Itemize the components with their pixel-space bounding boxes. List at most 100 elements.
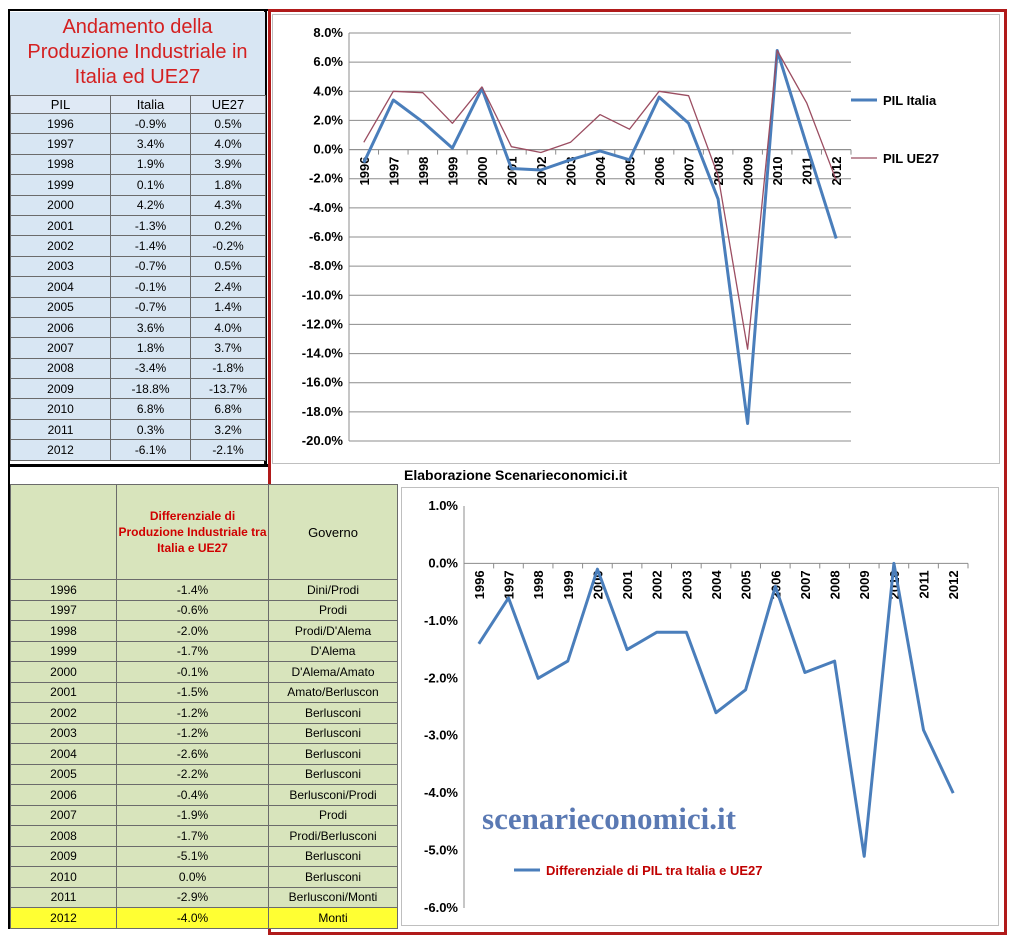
x-tick-label: 2003 [679, 570, 694, 599]
ue27-cell: -0.2% [190, 235, 266, 257]
y-tick-label: -16.0% [302, 375, 344, 390]
x-tick-label: 2005 [623, 157, 638, 186]
watermark-text: scenarieconomici.it [482, 801, 737, 836]
x-tick-label: 2004 [709, 570, 724, 600]
y-tick-label: -4.0% [424, 785, 458, 800]
x-tick-label: 2001 [504, 157, 519, 186]
y-tick-label: -10.0% [302, 287, 344, 302]
y-tick-label: 8.0% [313, 25, 343, 40]
year-cell: 2002 [10, 235, 111, 257]
italia-cell: -0.1% [110, 276, 191, 298]
italia-cell: -1.4% [110, 235, 191, 257]
chart-pil-panel: 8.0% 6.0% 4.0% 2.0% 0.0% -2.0% -4.0% -6.0% -8.0%… [272, 14, 1000, 464]
italia-cell: -0.7% [110, 255, 191, 278]
italia-cell: -3.4% [110, 357, 191, 380]
x-tick-label: 2012 [946, 570, 961, 599]
col-header-empty [10, 484, 117, 580]
ue27-cell: 2.4% [190, 276, 266, 298]
governo-cell: Prodi [268, 599, 398, 621]
separator-left [8, 9, 10, 929]
y-tick-label: 0.0% [428, 555, 458, 570]
y-tick-label: 6.0% [313, 54, 343, 69]
governo-cell: Berlusconi [268, 845, 398, 867]
ue27-cell: 6.8% [190, 398, 266, 420]
table-row: 2000 -0.1% D'Alema/Amato [10, 661, 398, 683]
table-row: 2003 -0.7% 0.5% [10, 255, 266, 278]
ue27-cell: 3.7% [190, 337, 266, 359]
diff-cell: -1.9% [116, 804, 269, 826]
governo-cell: D'Alema/Amato [268, 661, 398, 683]
italia-cell: 0.3% [110, 418, 191, 441]
ue27-cell: 1.8% [190, 174, 266, 196]
y-tick-label: -14.0% [302, 346, 344, 361]
table-row: 2001 -1.5% Amato/Berluscon [10, 681, 398, 703]
diff-cell: -1.7% [116, 640, 269, 662]
italia-cell: -18.8% [110, 378, 191, 400]
year-cell: 2001 [10, 681, 117, 703]
table-differenziale: Differenziale di Produzione Industriale … [10, 484, 398, 929]
diff-cell: -0.6% [116, 599, 269, 621]
table-row: 2000 4.2% 4.3% [10, 194, 266, 216]
table-row: 2008 -3.4% -1.8% [10, 357, 266, 380]
table-row: 2005 -2.2% Berlusconi [10, 763, 398, 785]
table-row: 2002 -1.2% Berlusconi [10, 702, 398, 724]
governo-cell: Berlusconi [268, 866, 398, 888]
diff-cell: -2.9% [116, 886, 269, 908]
table-row: 2008 -1.7% Prodi/Berlusconi [10, 825, 398, 847]
diff-cell: -1.2% [116, 722, 269, 744]
governo-cell: Berlusconi/Monti [268, 886, 398, 908]
year-cell: 2010 [10, 866, 117, 888]
y-tick-label: -4.0% [309, 200, 343, 215]
x-tick-label: 2001 [620, 570, 635, 599]
x-tick-label: 1997 [501, 570, 516, 599]
x-tick-label: 1996 [472, 570, 487, 599]
table-row: 2012 -4.0% Monti [10, 907, 398, 929]
governo-cell: Berlusconi/Prodi [268, 784, 398, 806]
ue27-cell: 0.2% [190, 214, 266, 237]
year-cell: 2012 [10, 907, 117, 929]
diff-cell: -1.2% [116, 702, 269, 724]
x-tick-label: 2006 [652, 157, 667, 186]
table-row: 2005 -0.7% 1.4% [10, 296, 266, 318]
y-tick-label: 2.0% [313, 112, 343, 127]
year-cell: 2008 [10, 825, 117, 847]
x-tick-label: 2010 [770, 157, 785, 186]
x-tick-label: 1997 [386, 157, 401, 186]
col-header-italia: Italia [110, 95, 191, 114]
ue27-cell: 4.3% [190, 194, 266, 216]
year-cell: 2005 [10, 296, 111, 318]
x-tick-label: 2003 [563, 157, 578, 186]
table1-title: Andamento della Produzione Industriale i… [10, 12, 265, 97]
ue27-cell: 4.0% [190, 133, 266, 155]
separator-top [8, 9, 268, 11]
table-row: 2003 -1.2% Berlusconi [10, 722, 398, 744]
governo-cell: Prodi/Berlusconi [268, 825, 398, 847]
year-cell: 1999 [10, 174, 111, 196]
x-tick-label: 2008 [828, 570, 843, 599]
year-cell: 2007 [10, 337, 111, 359]
governo-cell: Berlusconi [268, 743, 398, 765]
x-tick-label: 2005 [739, 570, 754, 599]
y-tick-label: 0.0% [313, 142, 343, 157]
table-row: 2011 0.3% 3.2% [10, 418, 266, 441]
year-cell: 2003 [10, 255, 111, 278]
table-row: 2010 6.8% 6.8% [10, 398, 266, 420]
table-row: 2007 -1.9% Prodi [10, 804, 398, 826]
diff-cell: -2.2% [116, 763, 269, 785]
governo-cell: Berlusconi [268, 722, 398, 744]
x-tick-label: 1999 [445, 157, 460, 186]
table-row: 2006 3.6% 4.0% [10, 316, 266, 339]
diff-cell: -4.0% [116, 907, 269, 929]
x-tick-label: 1998 [531, 570, 546, 599]
year-cell: 1998 [10, 620, 117, 642]
x-tick-label: 2009 [741, 157, 756, 186]
col-header-governo: Governo [268, 484, 398, 580]
table-row: 1996 -0.9% 0.5% [10, 112, 266, 135]
y-tick-label: -8.0% [309, 258, 343, 273]
year-cell: 1996 [10, 112, 111, 135]
table-row: 2004 -2.6% Berlusconi [10, 743, 398, 765]
x-tick-label: 1996 [357, 157, 372, 186]
diff-cell: 0.0% [116, 866, 269, 888]
x-tick-label: 2011 [917, 570, 932, 598]
series-line-1 [477, 561, 955, 858]
